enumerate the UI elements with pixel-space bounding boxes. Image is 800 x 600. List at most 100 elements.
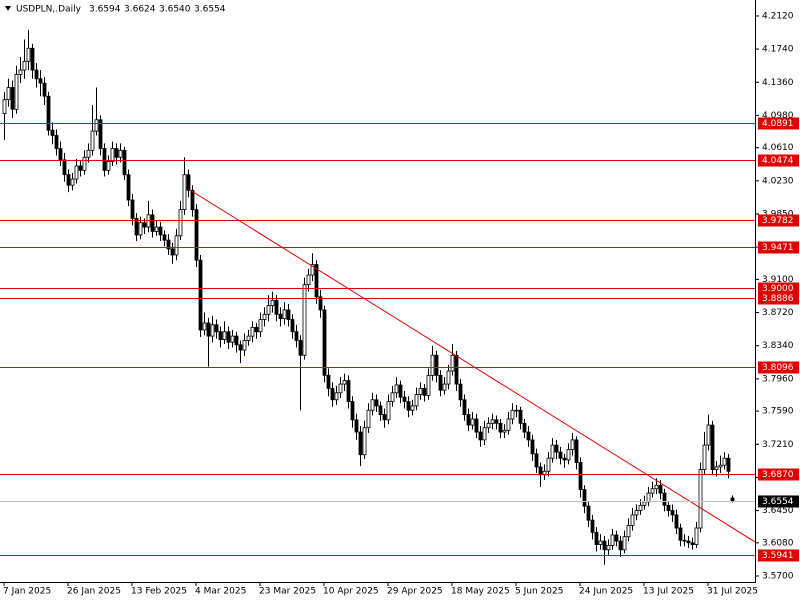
candle-body	[222, 331, 227, 340]
plot-area	[0, 29, 755, 565]
candle-body	[466, 414, 471, 426]
candle-body	[374, 399, 379, 407]
candle-body	[682, 539, 687, 542]
candle-body	[514, 409, 519, 412]
level-label: 4.0891	[762, 119, 794, 129]
candle-body	[90, 130, 95, 151]
x-tick-label: 7 Jan 2025	[3, 587, 51, 597]
candle-body	[290, 319, 295, 333]
candle-body	[678, 527, 683, 541]
current-price-box	[758, 495, 799, 508]
candle-body	[386, 401, 391, 421]
level-label: 3.8886	[762, 294, 794, 304]
candle-body	[366, 409, 371, 429]
candle-body	[158, 226, 163, 236]
candle-body	[82, 156, 87, 171]
candle-body	[646, 492, 651, 503]
y-tick-label: 3.5700	[762, 571, 794, 581]
candle-body	[286, 309, 291, 320]
candle-body	[118, 149, 123, 158]
level-box	[758, 117, 799, 130]
candle-body	[622, 536, 627, 551]
candle-body	[46, 95, 51, 131]
candle-body	[282, 309, 287, 320]
candle-body	[706, 424, 711, 446]
y-tick-label: 3.7590	[762, 407, 794, 417]
candle-body	[78, 165, 83, 171]
header-open: 3.6594	[89, 5, 121, 15]
level-label: 3.9782	[762, 216, 794, 226]
candle-body	[478, 431, 483, 441]
y-tick-label: 4.1360	[762, 78, 794, 88]
candle-body	[506, 418, 511, 431]
candle-body	[306, 274, 311, 286]
candle-body	[686, 540, 691, 544]
candle-body	[86, 149, 91, 158]
candle-body	[390, 392, 395, 402]
header-high: 3.6624	[124, 5, 156, 15]
candle-body	[458, 383, 463, 401]
candle-body	[122, 149, 127, 176]
candle-body	[138, 222, 143, 236]
y-tick-label: 3.7960	[762, 374, 794, 384]
candle-body	[18, 69, 23, 75]
level-label: 3.5941	[762, 551, 794, 561]
candle-body	[498, 422, 503, 433]
candle-body	[598, 540, 603, 545]
candle-body	[454, 354, 459, 385]
candle-body	[66, 174, 71, 186]
candle-body	[358, 431, 363, 456]
candle-body	[462, 399, 467, 416]
y-tick-label: 3.6080	[762, 538, 794, 548]
candle-body	[110, 148, 115, 163]
candle-body	[114, 148, 119, 158]
candle-body	[38, 78, 43, 84]
candle-body	[446, 370, 451, 385]
y-tick-label: 4.0230	[762, 176, 794, 186]
candle-body	[314, 264, 319, 298]
candle-body	[186, 174, 191, 191]
candle-body	[102, 148, 107, 171]
level-label: 3.9000	[762, 284, 794, 294]
candle-body	[394, 384, 399, 394]
candle-body	[418, 388, 423, 395]
candle-body	[318, 296, 323, 311]
x-tick-label: 23 Mar 2025	[259, 587, 316, 597]
candle-body	[278, 313, 283, 320]
candle-body	[326, 374, 331, 389]
candle-body	[174, 235, 179, 256]
candle-body	[438, 374, 443, 391]
candle-body	[362, 427, 367, 456]
candle-body	[154, 226, 159, 232]
candle-body	[614, 534, 619, 542]
candle-body	[414, 394, 419, 407]
candle-body	[702, 444, 707, 470]
candle-body	[198, 259, 203, 331]
candle-body	[718, 464, 723, 468]
candle-body	[526, 431, 531, 441]
candle-body	[14, 74, 19, 110]
x-tick-label: 29 Apr 2025	[387, 587, 443, 597]
candle-body	[230, 335, 235, 343]
candle-body	[250, 326, 255, 337]
candle-body	[666, 504, 671, 511]
candle-body	[434, 354, 439, 376]
candle-body	[350, 401, 355, 421]
candle-body	[382, 414, 387, 421]
candle-body	[338, 383, 343, 394]
candle-body	[74, 165, 79, 180]
candle-body	[10, 87, 15, 110]
candle-body	[618, 540, 623, 551]
current-price-label: 3.6554	[762, 497, 794, 507]
level-label: 3.9471	[762, 243, 794, 253]
candle-body	[378, 405, 383, 416]
candle-body	[594, 531, 599, 545]
candle-body	[2, 99, 7, 115]
candle-body	[562, 457, 567, 461]
candle-body	[294, 331, 299, 341]
candle-body	[34, 69, 39, 80]
candle-body	[510, 409, 515, 420]
level-box	[758, 468, 799, 481]
candle-body	[442, 383, 447, 391]
